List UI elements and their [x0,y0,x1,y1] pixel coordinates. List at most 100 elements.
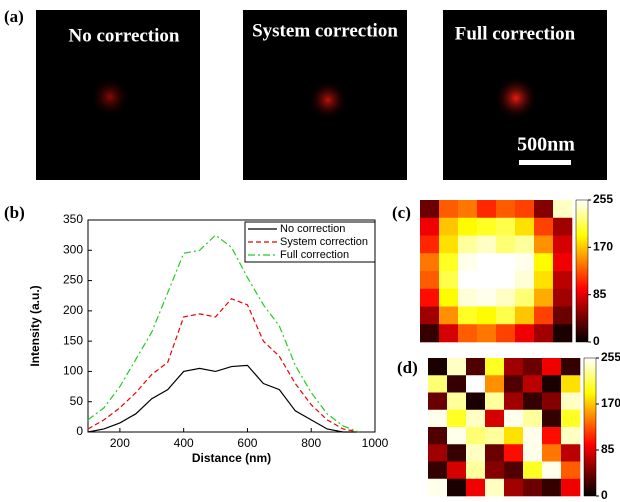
heatmap-cell [428,375,447,393]
heatmap-cell [523,444,542,462]
heatmap-cell [553,289,572,307]
heatmap-cell [534,218,553,236]
colorbar [576,200,588,342]
heatmap-cell [466,444,485,462]
heatmap-cell [515,289,534,307]
heatmap-cell [496,289,515,307]
y-tick-label: 250 [63,273,83,287]
heatmap-cell [477,200,496,218]
heatmap-cell [477,324,496,342]
heatmap-cell [496,218,515,236]
colorbar-label: 0 [601,488,608,502]
heatmap-cell [477,236,496,254]
heatmap-cell [428,393,447,411]
x-axis-label: Distance (nm) [192,451,271,465]
heatmap-cell [458,200,477,218]
heatmap-cell [485,427,504,445]
spot [494,76,538,120]
legend-label: Full correction [280,249,349,261]
scale-bar [519,160,571,165]
heatmap-cell [553,218,572,236]
heatmap-cell [477,271,496,289]
heatmap-cell [477,253,496,271]
heatmap-cell [420,200,439,218]
image-title: System correction [252,20,398,41]
y-tick-label: 350 [63,212,83,226]
heatmap-cell [561,479,580,497]
heatmap-cell [466,427,485,445]
heatmap-cell [515,236,534,254]
heatmap-cell [561,444,580,462]
heatmap-cell [466,479,485,497]
heatmap-cell [504,479,523,497]
panel-label: (c) [392,203,411,222]
heatmap-cell [534,289,553,307]
heatmap-cell [439,218,458,236]
heatmap-cell [447,410,466,428]
heatmap-cell [561,410,580,428]
heatmap-cell [534,307,553,325]
heatmap-cell [458,289,477,307]
colorbar-label: 170 [593,240,613,254]
heatmap-cell [496,307,515,325]
heatmap-cell [504,444,523,462]
heatmap-cell [439,271,458,289]
heatmap-cell [561,358,580,376]
heatmap-cell [553,236,572,254]
heatmap-cell [561,375,580,393]
heatmap-cell [542,375,561,393]
heatmap-cell [428,358,447,376]
x-tick-label: 200 [110,436,130,450]
heatmap-cell [420,253,439,271]
heatmap-cell [477,289,496,307]
heatmap-cell [534,324,553,342]
heatmap-cell [420,307,439,325]
spot [308,80,348,120]
heatmap: 085170255 [420,192,613,348]
heatmap-cell [542,444,561,462]
heatmap-cell [428,410,447,428]
heatmap-cell [542,479,561,497]
y-tick-label: 300 [63,242,83,256]
heatmap-cell [458,218,477,236]
panel-label: (b) [4,203,25,222]
heatmap-cell [523,358,542,376]
heatmap-cell [458,253,477,271]
panel-label: (d) [397,358,418,377]
heatmap-cell [485,479,504,497]
colorbar [584,358,596,496]
legend-label: System correction [280,236,368,248]
heatmap-cell [485,410,504,428]
heatmap-cell [561,462,580,480]
heatmap-cell [515,271,534,289]
heatmap-cell [496,253,515,271]
colorbar-label: 85 [593,287,607,301]
heatmap-cell [447,358,466,376]
heatmap-cell [458,271,477,289]
heatmap-cell [428,462,447,480]
heatmap-cell [439,253,458,271]
heatmap-cell [420,236,439,254]
y-tick-label: 200 [63,303,83,317]
heatmap-cell [515,324,534,342]
heatmap-cell [439,324,458,342]
heatmap-cell [466,358,485,376]
heatmap-cell [428,444,447,462]
heatmap-cell [485,393,504,411]
heatmap-cell [496,236,515,254]
x-tick-label: 400 [174,436,194,450]
heatmap-cell [447,479,466,497]
heatmap-cell [447,393,466,411]
heatmap-cell [439,307,458,325]
heatmap-cell [466,410,485,428]
heatmap-cell [447,427,466,445]
heatmap-cell [420,289,439,307]
heatmap-cell [466,462,485,480]
y-axis-label: Intensity (a.u.) [28,285,42,366]
heatmap-cell [523,375,542,393]
heatmap-cell [477,218,496,236]
heatmap-cell [504,375,523,393]
colorbar-label: 0 [593,334,600,348]
heatmap-cell [515,218,534,236]
